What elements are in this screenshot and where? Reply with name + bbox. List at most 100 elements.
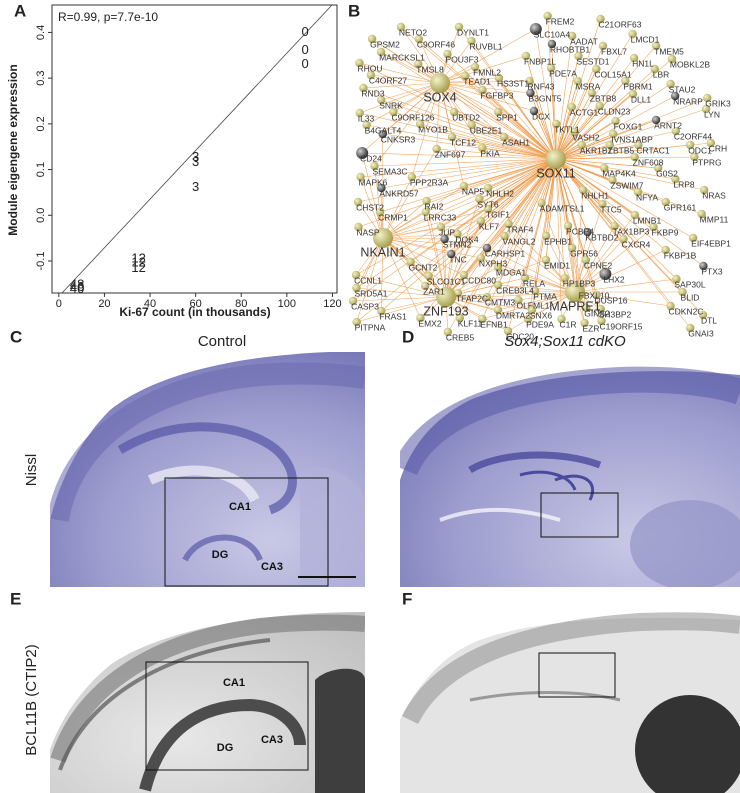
edge (439, 55, 527, 84)
edge (545, 235, 576, 293)
edge (353, 296, 447, 302)
edge (445, 296, 529, 320)
edge (445, 296, 509, 332)
gene-label: CLDN23 (598, 106, 631, 116)
gene-label: IL33 (358, 113, 375, 123)
edge (381, 158, 557, 312)
gene-label: HP1BP3 (563, 278, 596, 288)
edge (425, 211, 447, 298)
gene-node (563, 221, 573, 231)
gene-node (354, 222, 363, 232)
gene-node (352, 317, 361, 327)
gene-node (453, 288, 463, 298)
gene-label: ZBTB8 (590, 93, 617, 103)
scatter-panel: R=0.99, p=7.7e-10 Ki-67 count (in thousa… (6, 4, 342, 319)
y-tick-label: 0.3 (35, 70, 47, 85)
gene-label: PKIA (480, 148, 500, 158)
gene-node (527, 305, 537, 315)
gene-node (547, 39, 557, 49)
inset-box (540, 492, 619, 538)
y-axis-title: Module eigengene expression (6, 64, 20, 235)
gene-label: SPP1 (496, 112, 518, 122)
row-title: BCL11B (CTIP2) (23, 644, 40, 755)
gene-node (671, 126, 681, 136)
edge (371, 38, 441, 84)
bcl11b-cdko-image (400, 610, 740, 793)
gene-label: TAX1BP3 (613, 226, 650, 236)
edge (482, 89, 557, 160)
gene-node (592, 290, 601, 300)
gene-label: AADAT (570, 36, 598, 46)
gene-node (421, 207, 430, 217)
gene-label: MSRA (576, 81, 601, 91)
gene-label: CD24 (360, 153, 382, 163)
gene-label: VANGL2 (503, 236, 536, 246)
gene-label: RUVBL1 (469, 41, 502, 51)
gene-node (523, 314, 533, 324)
gene-label: CREB3L4 (496, 285, 534, 295)
bcl11b-control-image (50, 610, 365, 793)
gene-node (686, 323, 695, 333)
gene-label: ASAH1 (502, 137, 530, 147)
gene-label: NHLH1 (581, 190, 609, 200)
gene-label: KLF7 (479, 221, 500, 231)
edge (380, 237, 384, 312)
gene-label: TTC5 (600, 204, 622, 214)
gene-node (370, 161, 379, 171)
hub-label: SOX4 (423, 90, 456, 104)
edge (439, 80, 530, 84)
gene-node (447, 132, 457, 142)
gene-node (678, 287, 687, 297)
gene-node (661, 197, 670, 207)
gene-node (348, 296, 358, 306)
edge (555, 158, 677, 280)
gene-node (619, 234, 628, 244)
gene-node (521, 51, 531, 61)
panel-label: C (10, 327, 22, 346)
gene-label: EIF4EBP1 (691, 238, 731, 248)
gene-label: LMCD1 (631, 34, 660, 44)
y-tick-label: 0.2 (35, 116, 47, 131)
gene-label: FBXL10 (579, 290, 610, 300)
gene-node (587, 88, 596, 98)
edge (374, 158, 557, 167)
edge (482, 158, 557, 320)
gene-label: RAI2 (425, 201, 444, 211)
edge (555, 92, 593, 160)
column-title: Sox4;Sox11 cdKO (504, 333, 626, 350)
gene-node (459, 270, 469, 280)
gene-node (570, 127, 579, 137)
gene-node (367, 34, 377, 44)
gene-node (478, 314, 487, 324)
gene-label: C4ORF27 (369, 75, 408, 85)
gene-label: EMID1 (544, 260, 570, 270)
gene-node (690, 152, 699, 162)
gene-label: MDGA1 (496, 267, 527, 277)
gene-label: AKR1B1 (580, 145, 613, 155)
edge (555, 68, 655, 160)
edge (418, 38, 557, 160)
edge (445, 296, 519, 301)
edge (360, 176, 384, 239)
edge (555, 120, 616, 160)
gene-node (610, 221, 619, 231)
gene-label: FNBP1L (524, 56, 556, 66)
edge (497, 158, 557, 311)
edge (439, 82, 557, 160)
region-label: CA1 (223, 677, 245, 689)
point-label: 3 (192, 149, 199, 164)
edge (426, 158, 557, 202)
gene-node (352, 283, 361, 293)
gene-label: MYO1B (418, 124, 448, 134)
gene-label: ZBTB5 (608, 145, 635, 155)
edge (474, 66, 557, 160)
gene-node (478, 143, 487, 153)
edge (436, 82, 441, 150)
inset-box (538, 652, 616, 698)
gene-label: SLC10A4 (534, 29, 571, 39)
gene-label: C1R (559, 319, 576, 329)
edge (382, 237, 445, 240)
gene-node (436, 222, 446, 232)
panel-label: F (402, 589, 412, 608)
gene-label: MAP4K4 (602, 168, 636, 178)
